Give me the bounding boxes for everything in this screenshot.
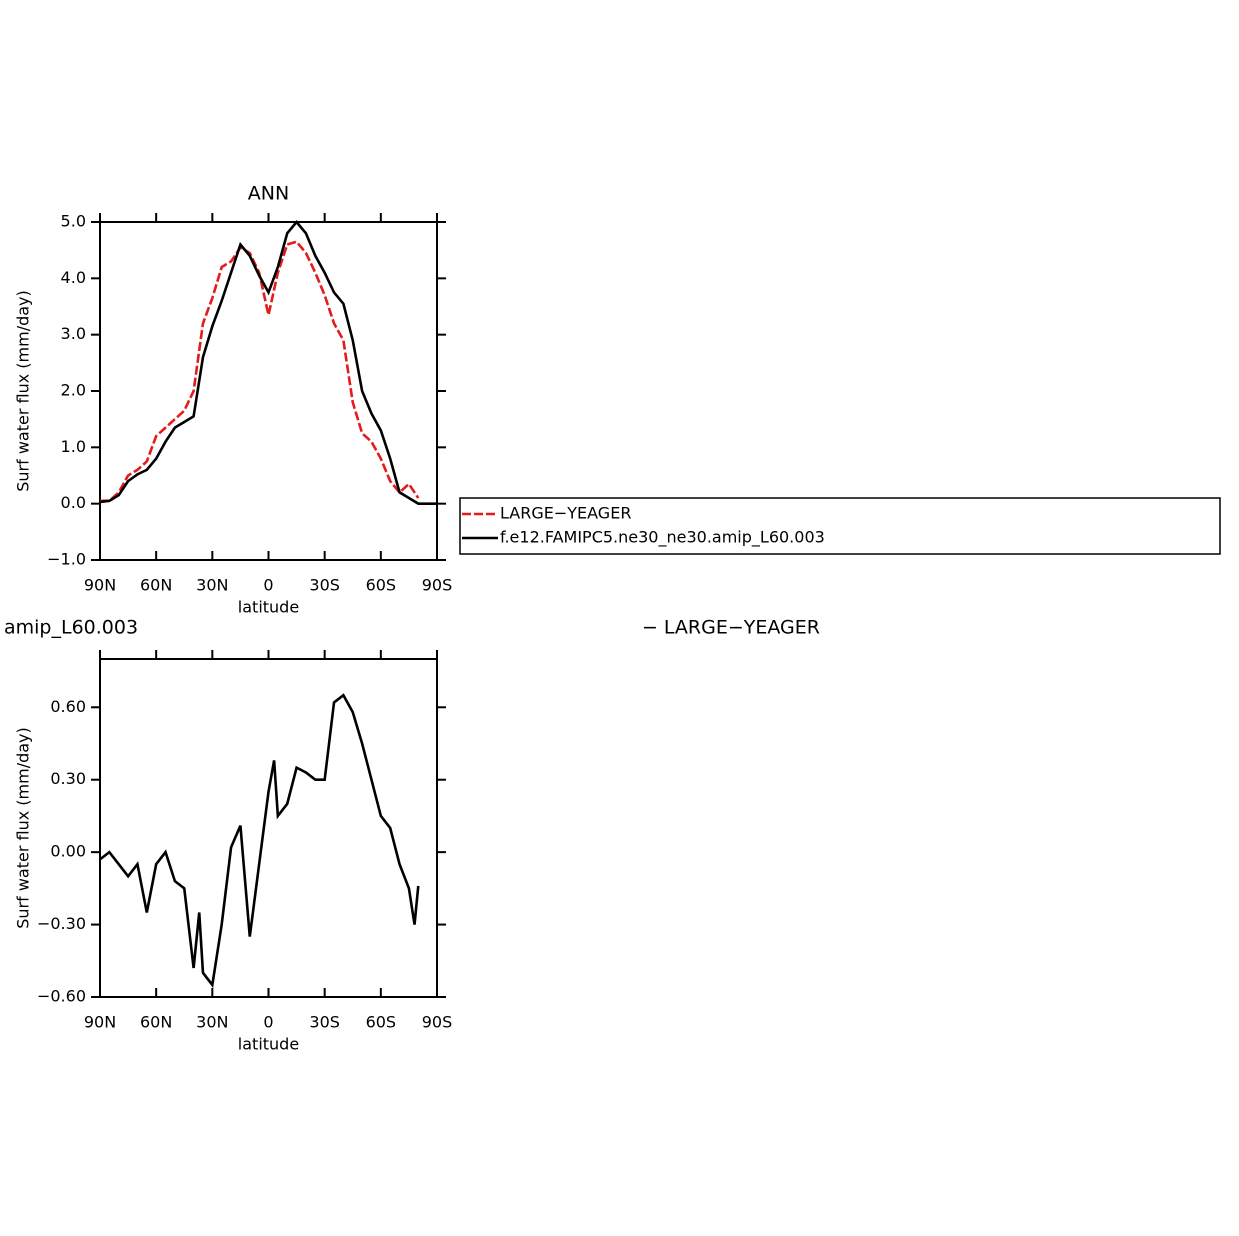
x-tick-label: 90S xyxy=(422,1013,453,1032)
y-tick-label: −0.60 xyxy=(37,987,86,1006)
y-axis-label: Surf water flux (mm/day) xyxy=(14,727,33,929)
y-tick-label: 0.30 xyxy=(50,769,86,788)
x-tick-label: 90N xyxy=(84,576,116,595)
y-tick-label: 0.60 xyxy=(50,697,86,716)
x-tick-label: 30S xyxy=(309,1013,340,1032)
x-tick-label: 30S xyxy=(309,576,340,595)
y-tick-label: 0.0 xyxy=(61,493,86,512)
y-tick-label: 3.0 xyxy=(61,324,86,343)
x-tick-label: 60N xyxy=(140,576,172,595)
legend-label: LARGE−YEAGER xyxy=(500,504,631,523)
x-tick-label: 0 xyxy=(263,1013,273,1032)
x-axis-label: latitude xyxy=(238,1035,299,1054)
y-tick-label: 1.0 xyxy=(61,437,86,456)
data-line xyxy=(99,693,420,989)
left-title: amip_L60.003 xyxy=(4,617,138,639)
legend: LARGE−YEAGER f.e12.FAMIPC5.ne30_ne30.amip… xyxy=(459,497,1221,555)
x-tick-label: 90N xyxy=(84,1013,116,1032)
y-tick-label: 2.0 xyxy=(61,381,86,400)
x-axis-label: latitude xyxy=(238,598,299,617)
right-title: − LARGE−YEAGER xyxy=(642,617,820,639)
x-tick-label: 90S xyxy=(422,576,453,595)
y-tick-label: 5.0 xyxy=(61,212,86,231)
chart-title: ANN xyxy=(248,183,289,205)
y-tick-label: 4.0 xyxy=(61,268,86,287)
data-line xyxy=(99,219,437,505)
y-tick-label: −1.0 xyxy=(47,550,86,569)
y-tick-label: −0.30 xyxy=(37,914,86,933)
x-tick-label: 0 xyxy=(263,576,273,595)
y-axis-label: Surf water flux (mm/day) xyxy=(14,290,33,492)
legend-label: f.e12.FAMIPC5.ne30_ne30.amip_L60.003 xyxy=(500,528,825,548)
x-tick-label: 60S xyxy=(366,576,397,595)
x-tick-label: 30N xyxy=(196,576,228,595)
data-line xyxy=(100,240,420,503)
plot-frame xyxy=(99,658,438,998)
y-tick-label: 0.00 xyxy=(50,842,86,861)
legend-box xyxy=(459,497,1221,555)
x-tick-label: 60N xyxy=(140,1013,172,1032)
x-tick-label: 60S xyxy=(366,1013,397,1032)
plot-frame xyxy=(99,221,438,561)
x-tick-label: 30N xyxy=(196,1013,228,1032)
